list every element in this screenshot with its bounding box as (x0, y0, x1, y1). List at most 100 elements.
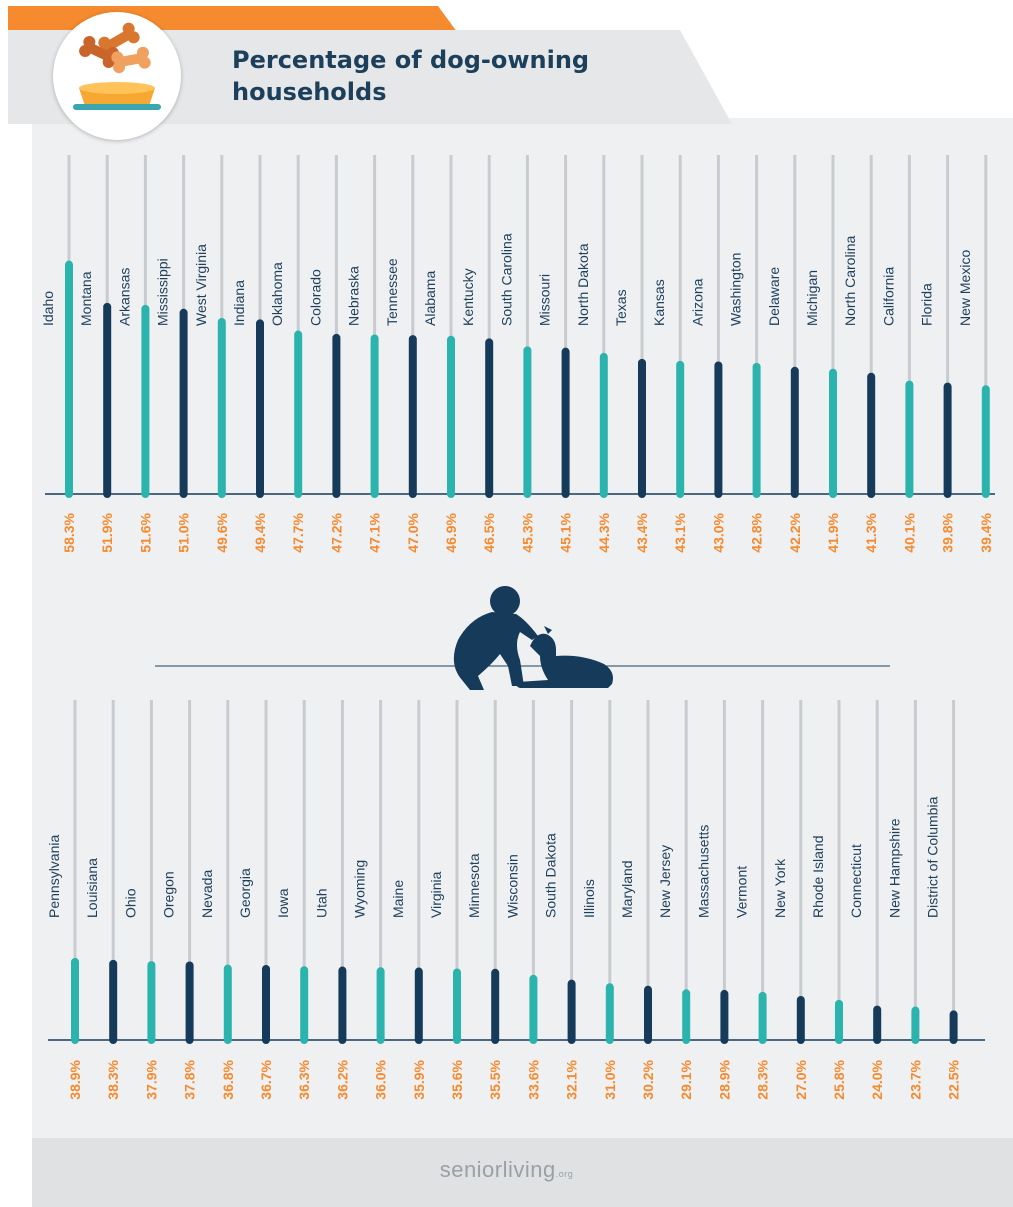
value-label: 37.9% (143, 1059, 159, 1099)
category-label: Indiana (231, 280, 247, 326)
category-label: Delaware (766, 267, 782, 326)
value-label: 40.1% (901, 512, 917, 552)
value-label: 37.8% (182, 1059, 198, 1099)
category-label: New Hampshire (886, 818, 902, 918)
brand-tld: .org (555, 1169, 574, 1179)
category-label: Maine (390, 880, 406, 918)
value-label: 30.2% (640, 1059, 656, 1099)
value-label: 22.5% (946, 1059, 962, 1099)
category-label: Nebraska (346, 266, 362, 326)
category-label: Louisiana (84, 858, 100, 918)
value-label: 47.7% (290, 512, 306, 552)
category-label: Pennsylvania (46, 835, 62, 918)
value-label: 36.2% (334, 1059, 350, 1099)
value-label: 51.0% (176, 512, 192, 552)
category-label: Massachusetts (695, 825, 711, 918)
value-label: 58.3% (61, 512, 77, 552)
value-label: 28.3% (755, 1059, 771, 1099)
value-label: 38.9% (67, 1059, 83, 1099)
category-label: Michigan (804, 270, 820, 326)
category-label: Wisconsin (504, 854, 520, 918)
category-label: Tennessee (384, 258, 400, 326)
category-label: Georgia (237, 868, 253, 918)
value-label: 49.4% (252, 512, 268, 552)
value-label: 41.9% (825, 512, 841, 552)
category-label: New Mexico (957, 250, 973, 326)
category-label: Alabama (422, 271, 438, 326)
value-label: 46.5% (481, 512, 497, 552)
category-label: Utah (313, 888, 329, 918)
category-label: Minnesota (466, 853, 482, 918)
category-label: New Jersey (657, 845, 673, 918)
top-chart-group: Idaho 58.3% Montana 51.9% Arkansas 51.6% Missi… (40, 155, 995, 553)
category-label: Montana (78, 271, 94, 326)
category-label: South Dakota (543, 833, 559, 918)
category-label: Kentucky (460, 268, 476, 326)
category-label: Florida (919, 283, 935, 326)
category-label: Illinois (581, 879, 597, 918)
value-label: 47.0% (405, 512, 421, 552)
category-label: Missouri (537, 274, 553, 326)
value-label: 27.0% (793, 1059, 809, 1099)
value-label: 42.2% (787, 512, 803, 552)
value-label: 23.7% (907, 1059, 923, 1099)
value-label: 47.1% (367, 512, 383, 552)
value-label: 45.1% (558, 512, 574, 552)
value-label: 25.8% (831, 1059, 847, 1099)
category-label: Texas (613, 289, 629, 326)
chart-title: Percentage of dog-owning households (232, 46, 590, 106)
category-label: California (880, 267, 896, 326)
value-label: 43.0% (710, 512, 726, 552)
value-label: 33.6% (525, 1059, 541, 1099)
value-label: 43.1% (672, 512, 688, 552)
value-label: 35.5% (487, 1059, 503, 1099)
value-label: 36.7% (258, 1059, 274, 1099)
value-label: 32.1% (564, 1059, 580, 1099)
value-label: 36.8% (220, 1059, 236, 1099)
bottom-chart-group: Pennsylvania 38.9% Louisiana 38.3% Ohio 37.9%… (46, 700, 985, 1100)
chart-panel (32, 118, 1013, 1207)
category-label: Ohio (122, 888, 138, 918)
category-label: Washington (728, 253, 744, 326)
value-label: 43.4% (634, 512, 650, 552)
value-label: 24.0% (869, 1059, 885, 1099)
category-label: South Carolina (498, 233, 514, 326)
category-label: Connecticut (848, 844, 864, 918)
value-label: 46.9% (443, 512, 459, 552)
value-label: 44.3% (596, 512, 612, 552)
category-label: Virginia (428, 871, 444, 918)
category-label: Wyoming (352, 860, 368, 918)
value-label: 36.3% (296, 1059, 312, 1099)
category-label: Idaho (40, 291, 56, 326)
category-label: West Virginia (193, 244, 209, 326)
brand-wordmark: seniorliving.org (0, 1157, 1013, 1183)
value-label: 35.9% (411, 1059, 427, 1099)
value-label: 35.6% (449, 1059, 465, 1099)
category-label: North Carolina (842, 236, 858, 326)
category-label: Arkansas (116, 268, 132, 326)
value-label: 31.0% (602, 1059, 618, 1099)
dog-bowl-logo (53, 12, 181, 140)
bowl-icon (73, 82, 161, 110)
bone-icon (79, 22, 151, 74)
value-label: 28.9% (716, 1059, 732, 1099)
category-label: Nevada (199, 870, 215, 918)
category-label: Maryland (619, 860, 635, 918)
value-label: 38.3% (105, 1059, 121, 1099)
value-label: 47.2% (328, 512, 344, 552)
category-label: New York (772, 858, 788, 918)
value-label: 49.6% (214, 512, 230, 552)
category-label: Mississippi (155, 258, 171, 326)
value-label: 51.9% (99, 512, 115, 552)
value-label: 51.6% (137, 512, 153, 552)
brand-name: seniorliving (439, 1157, 556, 1182)
value-label: 42.8% (749, 512, 765, 552)
category-label: District of Columbia (925, 796, 941, 918)
footer-band (32, 1138, 1013, 1207)
value-label: 39.8% (940, 512, 956, 552)
person-with-dog-icon (453, 586, 613, 690)
value-label: 45.3% (519, 512, 535, 552)
category-label: North Dakota (575, 243, 591, 326)
category-label: Vermont (734, 866, 750, 918)
